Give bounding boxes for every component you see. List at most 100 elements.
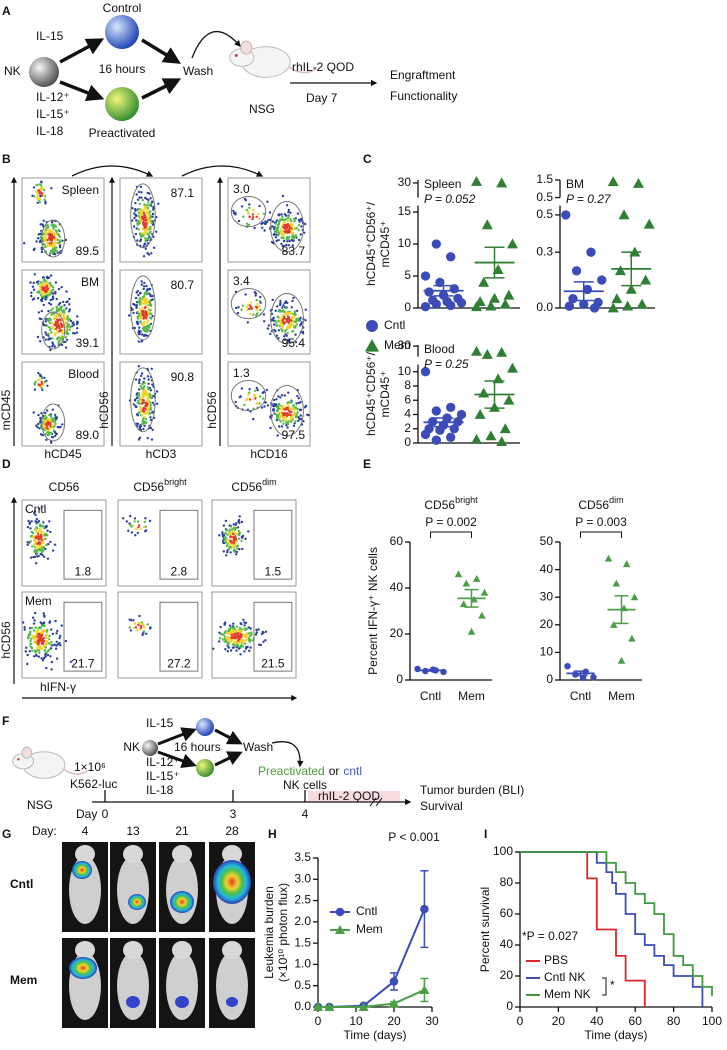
event-dot: [39, 645, 41, 647]
event-dot: [280, 213, 282, 215]
event-dot: [151, 438, 153, 440]
event-dot: [58, 303, 60, 305]
event-dot: [279, 304, 281, 306]
label: Cntl: [10, 877, 33, 891]
event-dot: [276, 219, 278, 221]
event-dot: [54, 414, 56, 416]
event-dot: [263, 405, 265, 407]
bli-signal: [126, 996, 140, 1008]
data-point: [471, 346, 482, 356]
event-dot: [287, 332, 289, 334]
event-dot: [290, 414, 292, 416]
data-point: [610, 621, 618, 628]
bli-signal: [69, 957, 97, 979]
event-dot: [76, 315, 78, 317]
bli-signal: [72, 861, 92, 879]
event-dot: [43, 280, 45, 282]
event-dot: [287, 217, 289, 219]
event-dot: [143, 630, 145, 632]
label: Day: [76, 807, 97, 821]
event-dot: [143, 282, 145, 284]
event-dot: [232, 210, 234, 212]
event-dot: [262, 392, 264, 394]
event-dot: [41, 251, 43, 253]
event-dot: [40, 188, 42, 190]
event-dot: [245, 638, 247, 640]
event-dot: [32, 286, 34, 288]
event-dot: [138, 382, 140, 384]
event-dot: [140, 191, 142, 193]
event-dot: [257, 389, 259, 391]
y-tick-label: 4: [404, 407, 411, 421]
label: Spleen: [62, 183, 99, 197]
label: or: [329, 764, 340, 778]
event-dot: [44, 244, 46, 246]
event-dot: [44, 538, 46, 540]
event-dot: [131, 531, 133, 533]
event-dot: [52, 549, 54, 551]
event-dot: [241, 521, 243, 523]
event-dot: [30, 295, 32, 297]
event-dot: [149, 416, 151, 418]
data-point: [500, 423, 511, 433]
event-dot: [33, 248, 35, 250]
x-tick-label: 20: [552, 1014, 566, 1028]
event-dot: [212, 648, 214, 650]
event-dot: [296, 395, 298, 397]
event-dot: [122, 517, 124, 519]
event-dot: [59, 319, 61, 321]
event-dot: [27, 654, 29, 656]
event-dot: [49, 432, 51, 434]
event-dot: [134, 398, 136, 400]
event-dot: [152, 402, 154, 404]
event-dot: [261, 633, 263, 635]
legend-label: Cntl NK: [544, 970, 585, 984]
event-dot: [143, 219, 145, 221]
event-dot: [43, 616, 45, 618]
y-tick-label: 2.0: [294, 914, 311, 928]
event-dot: [40, 184, 42, 186]
event-dot: [254, 397, 256, 399]
label: 21.5: [261, 656, 285, 670]
event-dot: [273, 233, 275, 235]
event-dot: [298, 397, 300, 399]
data-point: [605, 555, 613, 562]
event-dot: [50, 415, 52, 417]
axis-label: Percent IFN-γ⁺ NK cells: [366, 547, 380, 675]
data-point: [564, 663, 570, 669]
annotation: *P = 0.027: [522, 929, 578, 943]
bracket: [581, 532, 622, 538]
event-dot: [69, 329, 71, 331]
event-dot: [264, 639, 266, 641]
event-dot: [68, 310, 70, 312]
event-dot: [243, 624, 245, 626]
mouse-head: [222, 941, 242, 959]
event-dot: [56, 630, 58, 632]
event-dot: [62, 329, 64, 331]
y-tick-label: 10: [398, 364, 412, 378]
event-dot: [306, 414, 308, 416]
event-dot: [269, 333, 271, 335]
event-dot: [144, 240, 146, 242]
event-dot: [246, 308, 248, 310]
event-dot: [33, 619, 35, 621]
event-dot: [263, 213, 265, 215]
event-dot: [241, 628, 243, 630]
event-dot: [150, 404, 152, 406]
event-dot: [43, 645, 45, 647]
event-dot: [292, 330, 294, 332]
data-point: [482, 349, 493, 359]
y-tick-label: 20: [540, 617, 554, 631]
event-dot: [245, 646, 247, 648]
event-dot: [243, 404, 245, 406]
event-dot: [300, 233, 302, 235]
annotation: P = 0.25: [424, 357, 469, 371]
event-dot: [277, 434, 279, 436]
event-dot: [255, 629, 257, 631]
event-dot: [46, 530, 48, 532]
event-dot: [143, 321, 145, 323]
bli-signal: [128, 894, 146, 910]
arrow: [182, 166, 262, 176]
event-dot: [52, 409, 54, 411]
event-dot: [294, 321, 296, 323]
